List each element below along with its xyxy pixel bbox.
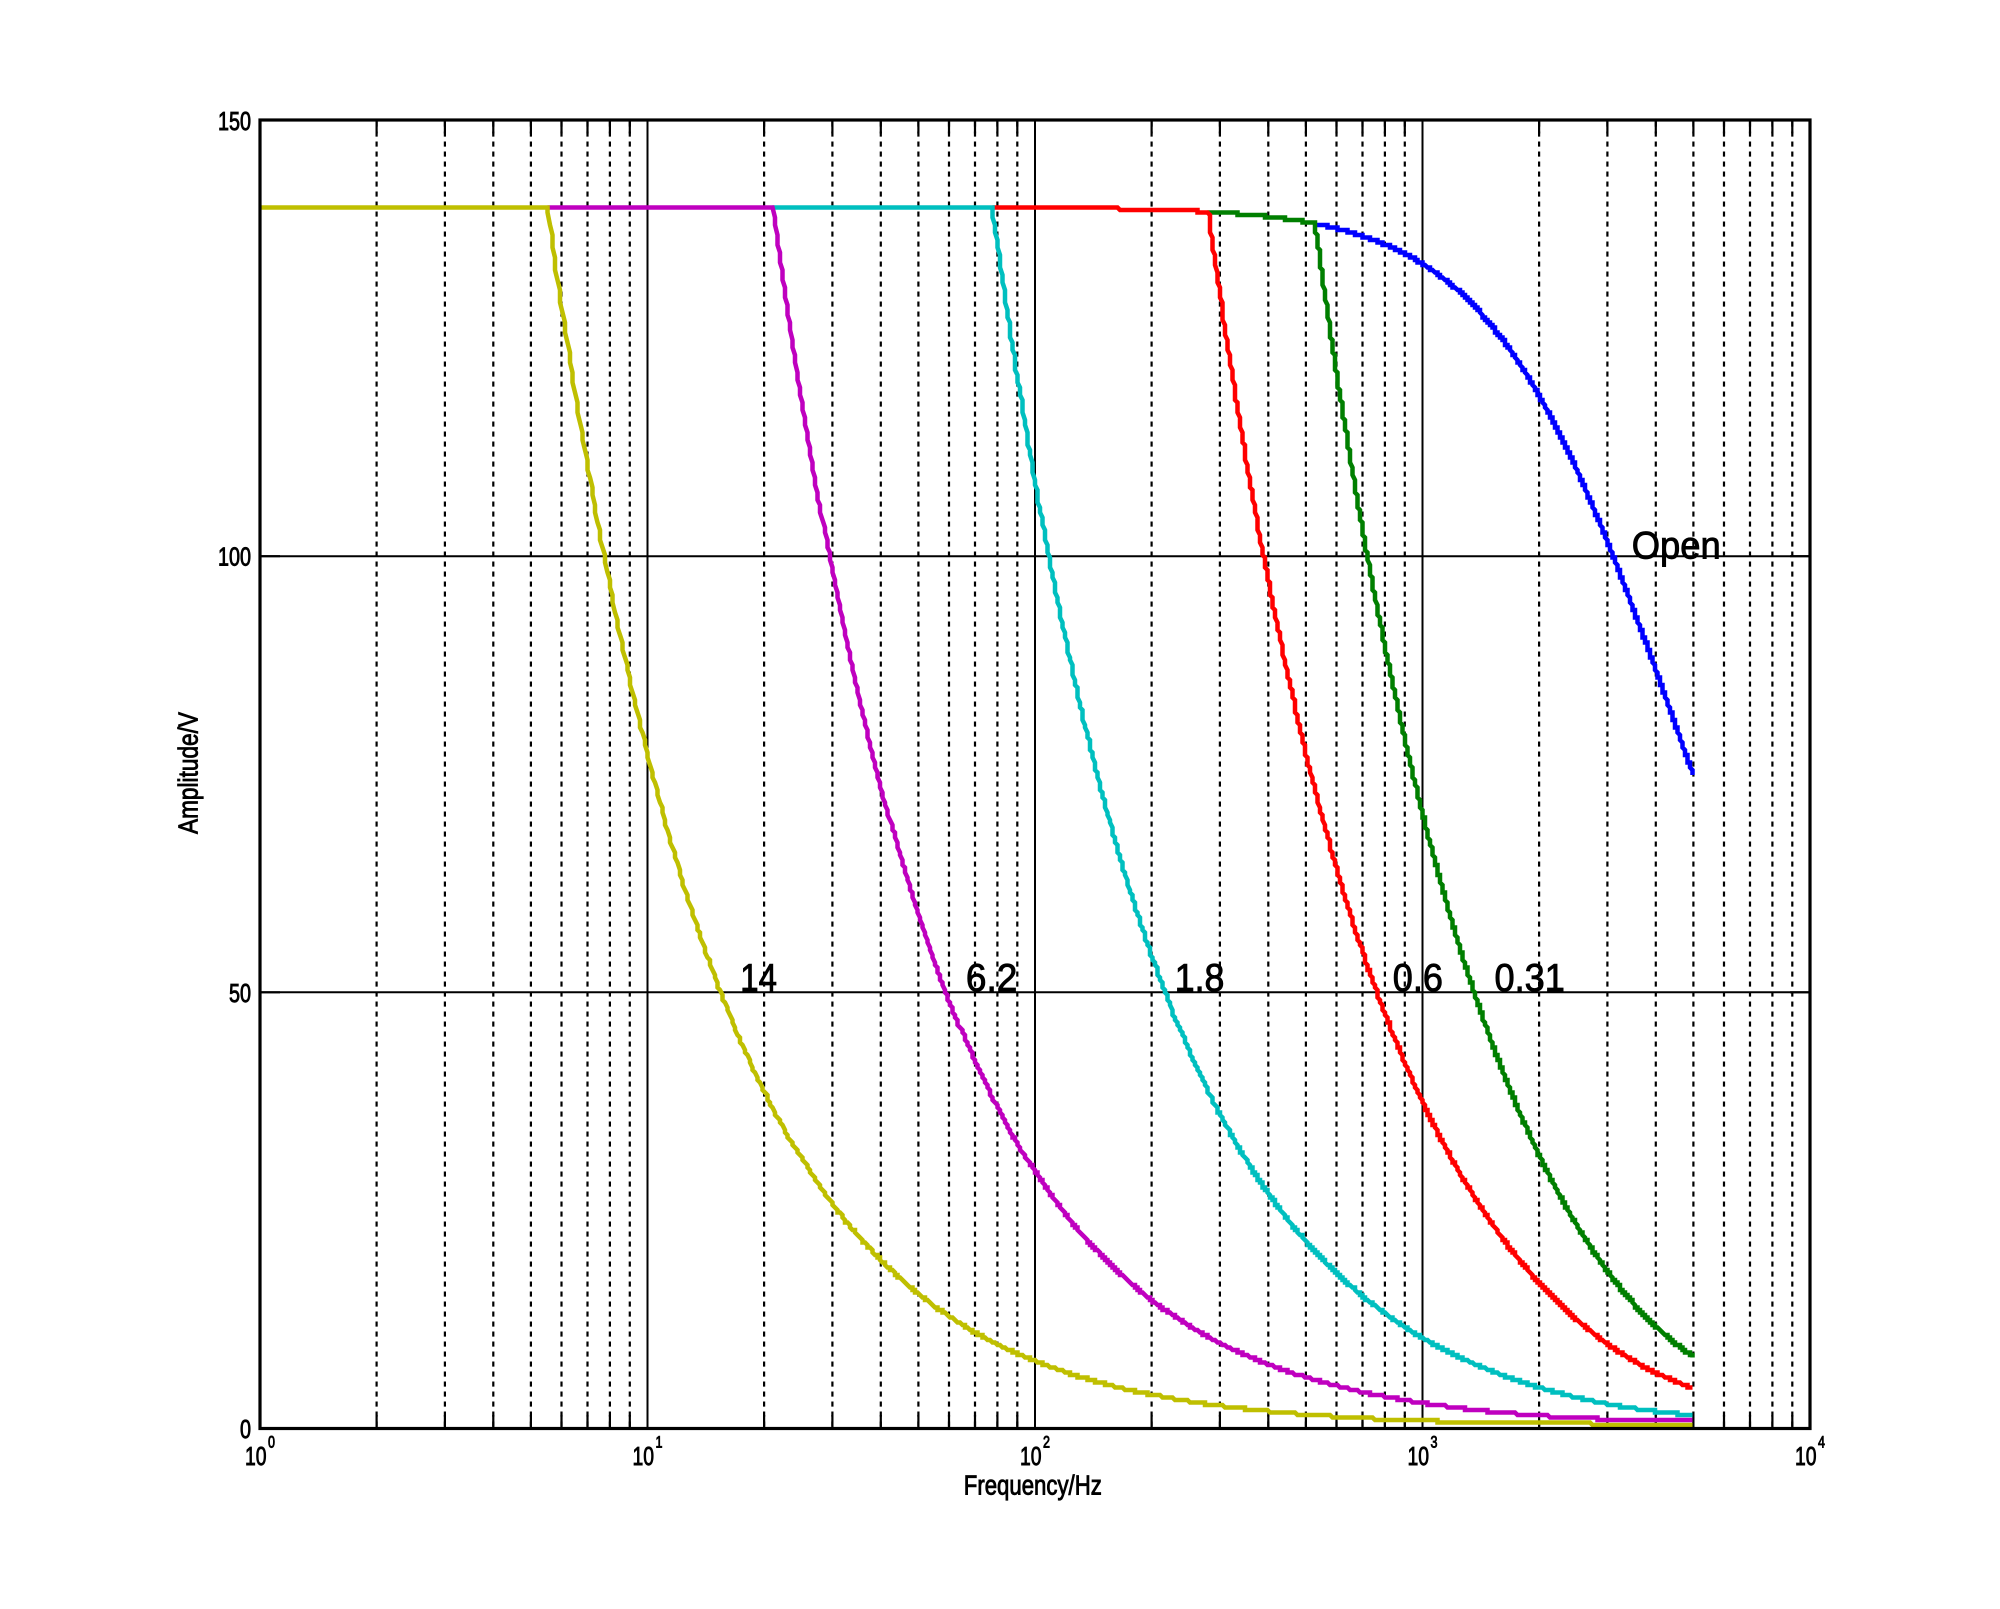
svg-text:6.2: 6.2 (966, 957, 1018, 1000)
svg-text:10: 10 (1795, 1441, 1817, 1471)
svg-text:2: 2 (1043, 1434, 1050, 1452)
svg-text:0: 0 (268, 1434, 275, 1452)
svg-text:Open: Open (1632, 525, 1721, 568)
svg-text:10: 10 (1020, 1441, 1042, 1471)
svg-text:0: 0 (240, 1414, 251, 1444)
svg-text:10: 10 (245, 1441, 267, 1471)
svg-text:1: 1 (656, 1434, 663, 1452)
svg-text:10: 10 (1408, 1441, 1430, 1471)
svg-text:0.31: 0.31 (1495, 957, 1565, 1000)
svg-text:150: 150 (218, 106, 251, 136)
svg-text:Frequency/Hz: Frequency/Hz (964, 1470, 1102, 1501)
svg-text:0.6: 0.6 (1393, 957, 1443, 1000)
svg-text:10: 10 (633, 1441, 655, 1471)
svg-text:100: 100 (218, 542, 251, 572)
svg-text:1.8: 1.8 (1175, 957, 1225, 1000)
svg-text:Amplitude/V: Amplitude/V (172, 711, 203, 834)
svg-text:4: 4 (1818, 1434, 1825, 1452)
svg-text:14: 14 (740, 957, 777, 1000)
svg-text:3: 3 (1431, 1434, 1438, 1452)
svg-text:50: 50 (229, 978, 251, 1008)
